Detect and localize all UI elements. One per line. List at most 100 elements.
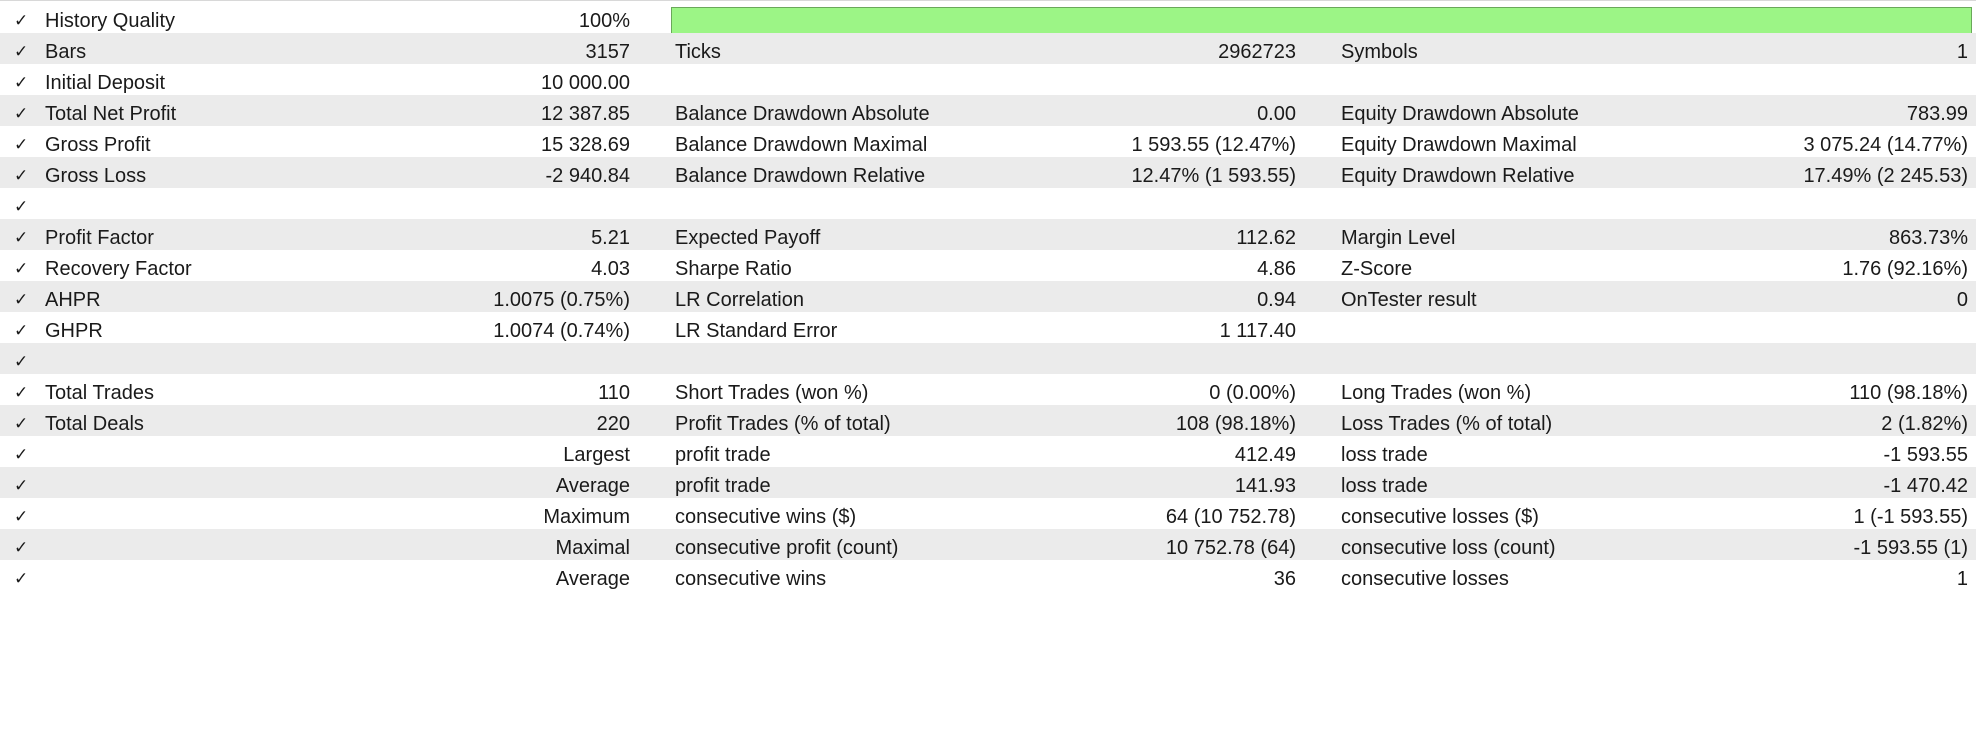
profit-factor-value: 5.21 bbox=[591, 227, 630, 249]
history-quality-label: History Quality bbox=[45, 10, 176, 32]
check-icon: ✓ bbox=[14, 569, 29, 589]
largest-label: Largest bbox=[563, 444, 630, 466]
expected-payoff-label: Expected Payoff bbox=[675, 227, 821, 249]
short-trades-value: 0 (0.00%) bbox=[1209, 382, 1296, 404]
total-trades-value: 110 bbox=[598, 382, 630, 404]
average-profit-trade-label: profit trade bbox=[675, 475, 771, 497]
balance-drawdown-relative-value: 12.47% (1 593.55) bbox=[1131, 165, 1296, 187]
check-icon: ✓ bbox=[14, 383, 29, 403]
consecutive-losses-money-value: 1 (-1 593.55) bbox=[1853, 506, 1968, 528]
largest-loss-trade-label: loss trade bbox=[1341, 444, 1428, 466]
check-icon: ✓ bbox=[14, 197, 29, 217]
initial-deposit-value: 10 000.00 bbox=[541, 72, 630, 94]
average-loss-trade-value: -1 470.42 bbox=[1883, 475, 1968, 497]
profit-trades-value: 108 (98.18%) bbox=[1175, 413, 1296, 435]
ghpr-value: 1.0074 (0.74%) bbox=[493, 320, 630, 342]
recovery-factor-value: 4.03 bbox=[591, 258, 630, 280]
check-icon: ✓ bbox=[14, 352, 29, 372]
equity-drawdown-maximal-value: 3 075.24 (14.77%) bbox=[1803, 134, 1968, 156]
check-icon: ✓ bbox=[14, 42, 29, 62]
consecutive-profit-count-value: 10 752.78 (64) bbox=[1165, 537, 1296, 559]
consecutive-losses-label: consecutive losses bbox=[1341, 568, 1509, 590]
consecutive-losses-value: 1 bbox=[1956, 568, 1968, 590]
largest-profit-trade-label: profit trade bbox=[675, 444, 771, 466]
check-icon: ✓ bbox=[14, 476, 29, 496]
ahpr-value: 1.0075 (0.75%) bbox=[493, 289, 630, 311]
margin-level-label: Margin Level bbox=[1341, 227, 1456, 249]
equity-drawdown-maximal-label: Equity Drawdown Maximal bbox=[1341, 134, 1577, 156]
check-icon: ✓ bbox=[14, 228, 29, 248]
check-icon: ✓ bbox=[14, 135, 29, 155]
ghpr-label: GHPR bbox=[45, 320, 103, 342]
short-trades-label: Short Trades (won %) bbox=[675, 382, 869, 404]
bars-value: 3157 bbox=[585, 41, 631, 63]
check-icon: ✓ bbox=[14, 538, 29, 558]
sharpe-ratio-label: Sharpe Ratio bbox=[675, 258, 792, 280]
gross-profit-label: Gross Profit bbox=[45, 134, 151, 156]
average-label: Average bbox=[555, 475, 630, 497]
balance-drawdown-maximal-value: 1 593.55 (12.47%) bbox=[1131, 134, 1296, 156]
check-icon: ✓ bbox=[14, 11, 29, 31]
equity-drawdown-relative-label: Equity Drawdown Relative bbox=[1341, 165, 1575, 187]
profit-factor-label: Profit Factor bbox=[45, 227, 154, 249]
loss-trades-label: Loss Trades (% of total) bbox=[1341, 413, 1553, 435]
gross-loss-value: -2 940.84 bbox=[545, 165, 630, 187]
equity-drawdown-absolute-value: 783.99 bbox=[1906, 103, 1968, 125]
largest-profit-trade-value: 412.49 bbox=[1234, 444, 1296, 466]
recovery-factor-label: Recovery Factor bbox=[45, 258, 192, 280]
loss-trades-value: 2 (1.82%) bbox=[1881, 413, 1968, 435]
maximum-label: Maximum bbox=[543, 506, 630, 528]
report-top-border bbox=[0, 0, 1976, 1]
ticks-label: Ticks bbox=[675, 41, 721, 63]
history-quality-value: 100% bbox=[578, 10, 630, 32]
check-icon: ✓ bbox=[14, 104, 29, 124]
lr-correlation-label: LR Correlation bbox=[675, 289, 804, 311]
check-icon: ✓ bbox=[14, 321, 29, 341]
symbols-label: Symbols bbox=[1341, 41, 1418, 63]
ahpr-label: AHPR bbox=[45, 289, 101, 311]
balance-drawdown-absolute-value: 0.00 bbox=[1257, 103, 1296, 125]
maximal-label: Maximal bbox=[555, 537, 630, 559]
consecutive-wins-value: 36 bbox=[1273, 568, 1296, 590]
total-deals-label: Total Deals bbox=[45, 413, 144, 435]
z-score-label: Z-Score bbox=[1341, 258, 1413, 280]
lr-standard-error-label: LR Standard Error bbox=[675, 320, 838, 342]
lr-standard-error-value: 1 117.40 bbox=[1219, 320, 1296, 342]
balance-drawdown-absolute-label: Balance Drawdown Absolute bbox=[675, 103, 930, 125]
consecutive-profit-count-label: consecutive profit (count) bbox=[675, 537, 899, 559]
total-deals-value: 220 bbox=[596, 413, 630, 435]
row-average-consecutive[interactable]: ✓ Average consecutive wins 36 consecutiv… bbox=[0, 560, 1976, 599]
total-net-profit-value: 12 387.85 bbox=[541, 103, 630, 125]
average-loss-trade-label: loss trade bbox=[1341, 475, 1428, 497]
check-icon: ✓ bbox=[14, 73, 29, 93]
consecutive-wins-money-value: 64 (10 752.78) bbox=[1165, 506, 1296, 528]
sharpe-ratio-value: 4.86 bbox=[1257, 258, 1296, 280]
consecutive-wins-label: consecutive wins bbox=[675, 568, 827, 590]
long-trades-value: 110 (98.18%) bbox=[1849, 382, 1968, 404]
check-icon: ✓ bbox=[14, 507, 29, 527]
z-score-value: 1.76 (92.16%) bbox=[1842, 258, 1968, 280]
margin-level-value: 863.73% bbox=[1889, 227, 1968, 249]
gross-profit-value: 15 328.69 bbox=[541, 134, 630, 156]
check-icon: ✓ bbox=[14, 290, 29, 310]
average-profit-trade-value: 141.93 bbox=[1234, 475, 1296, 497]
equity-drawdown-relative-value: 17.49% (2 245.53) bbox=[1803, 165, 1968, 187]
expected-payoff-value: 112.62 bbox=[1236, 227, 1296, 249]
total-net-profit-label: Total Net Profit bbox=[45, 103, 177, 125]
consecutive-loss-count-label: consecutive loss (count) bbox=[1341, 537, 1556, 559]
history-quality-bar bbox=[671, 7, 1972, 36]
check-icon: ✓ bbox=[14, 259, 29, 279]
balance-drawdown-maximal-label: Balance Drawdown Maximal bbox=[675, 134, 928, 156]
balance-drawdown-relative-label: Balance Drawdown Relative bbox=[675, 165, 926, 187]
consecutive-losses-money-label: consecutive losses ($) bbox=[1341, 506, 1539, 528]
long-trades-label: Long Trades (won %) bbox=[1341, 382, 1532, 404]
equity-drawdown-absolute-label: Equity Drawdown Absolute bbox=[1341, 103, 1579, 125]
ticks-value: 2962723 bbox=[1218, 41, 1296, 63]
check-icon: ✓ bbox=[14, 414, 29, 434]
gross-loss-label: Gross Loss bbox=[45, 165, 147, 187]
total-trades-label: Total Trades bbox=[45, 382, 154, 404]
ontester-result-label: OnTester result bbox=[1341, 289, 1477, 311]
ontester-result-value: 0 bbox=[1956, 289, 1968, 311]
check-icon: ✓ bbox=[14, 166, 29, 186]
